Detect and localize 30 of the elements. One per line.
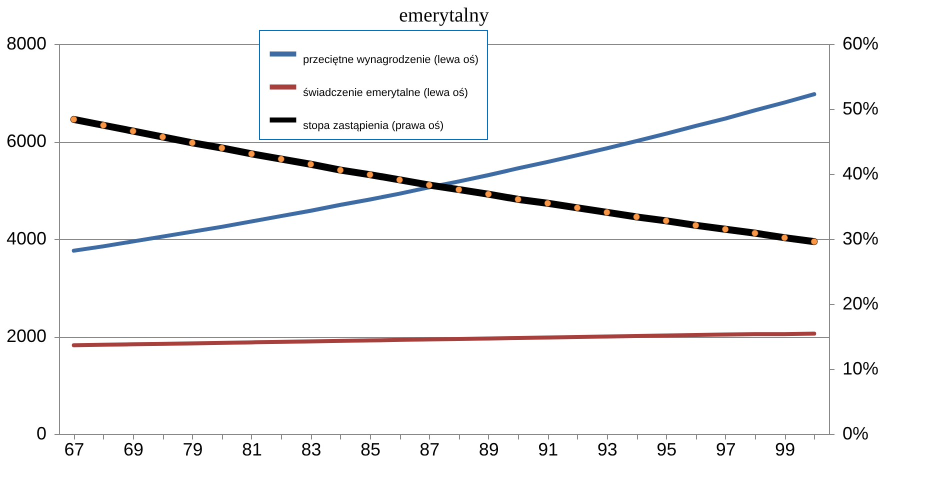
x-tick-label: 83 <box>301 440 322 460</box>
legend-label: świadczenie emerytalne (lewa oś) <box>303 87 468 99</box>
x-tick-label: 97 <box>716 440 736 460</box>
x-tick-label: 85 <box>360 440 380 460</box>
legend-label: przeciętne wynagrodzenie (lewa oś) <box>303 54 478 66</box>
y-tick-label: 2000 <box>6 326 46 346</box>
y-tick-label: 4000 <box>6 228 46 248</box>
x-tick-label: 93 <box>597 440 618 460</box>
y2-tick-label: 60% <box>842 34 879 54</box>
x-tick-label: 99 <box>775 440 796 460</box>
x-tick-label: 81 <box>242 440 262 460</box>
x-tick-label: 67 <box>64 440 84 460</box>
chart-title: emerytalny <box>399 4 489 26</box>
y2-tick-label: 10% <box>842 358 879 378</box>
x-tick-label: 89 <box>478 440 499 460</box>
y-tick-label: 8000 <box>6 34 46 54</box>
x-tick-label: 91 <box>538 440 558 460</box>
y2-tick-label: 20% <box>842 294 879 314</box>
y2-tick-label: 40% <box>842 164 879 184</box>
y-tick-label: 6000 <box>6 131 46 151</box>
x-tick-label: 79 <box>182 440 203 460</box>
y2-tick-label: 0% <box>842 424 869 444</box>
legend-label: stopa zastąpienia (prawa oś) <box>303 120 444 132</box>
line-series <box>72 332 816 348</box>
x-tick-label: 95 <box>656 440 677 460</box>
x-tick-label: 69 <box>124 440 144 460</box>
y-tick-label: 0 <box>36 424 46 444</box>
y2-tick-label: 30% <box>842 228 879 248</box>
y2-tick-label: 50% <box>842 98 879 118</box>
x-tick-label: 87 <box>420 440 440 460</box>
